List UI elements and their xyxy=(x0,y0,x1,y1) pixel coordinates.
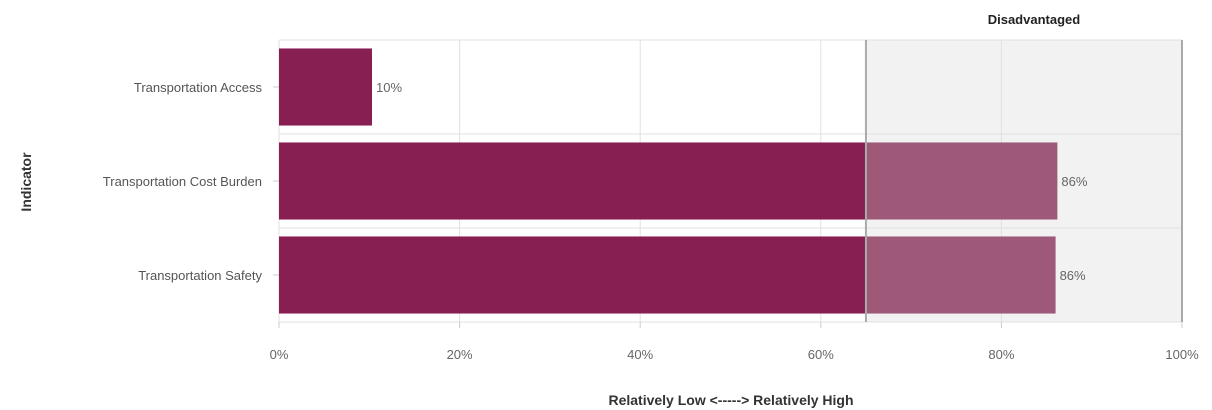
data-label: 86% xyxy=(1060,268,1086,283)
category-label: Transportation Cost Burden xyxy=(103,174,262,189)
bars xyxy=(273,48,1058,314)
x-tick-label: 80% xyxy=(988,347,1014,362)
y-axis-categories: Transportation Access Transportation Cost… xyxy=(103,80,263,283)
x-axis-title: Relatively Low <-----> Relatively High xyxy=(608,392,853,408)
bar-segment-in-region xyxy=(865,142,1058,220)
x-tick-label: 20% xyxy=(447,347,473,362)
x-tick-label: 40% xyxy=(627,347,653,362)
bar-segment-in-region xyxy=(865,236,1056,314)
x-tick-label: 60% xyxy=(808,347,834,362)
data-label: 86% xyxy=(1061,174,1087,189)
x-tick-label: 100% xyxy=(1165,347,1199,362)
x-tick-label: 0% xyxy=(270,347,289,362)
bar xyxy=(279,236,866,314)
bar xyxy=(279,48,373,126)
x-axis-ticks: 0% 20% 40% 60% 80% 100% xyxy=(270,322,1199,362)
category-label: Transportation Access xyxy=(134,80,263,95)
data-label: 10% xyxy=(376,80,402,95)
data-labels: 10% 86% 86% xyxy=(376,80,1088,283)
y-axis-title: Indicator xyxy=(18,152,34,212)
category-label: Transportation Safety xyxy=(138,268,262,283)
region-label: Disadvantaged xyxy=(988,12,1081,27)
bar xyxy=(279,142,866,220)
